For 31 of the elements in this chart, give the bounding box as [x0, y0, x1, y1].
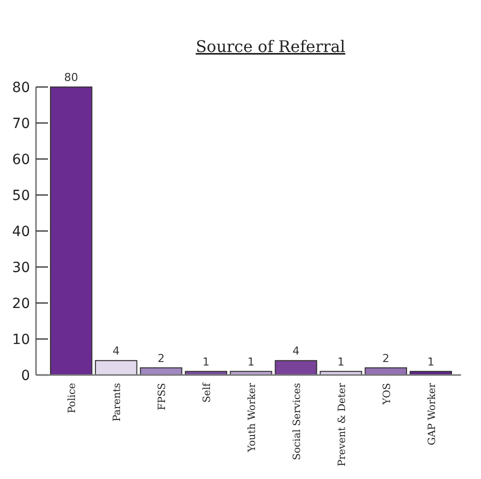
bar: [50, 86, 92, 376]
chart-title: Source of Referral: [196, 37, 346, 56]
y-tick-label: 70: [12, 116, 30, 132]
x-tick-label: Youth Worker: [247, 382, 258, 453]
x-tick-label: Prevent & Deter: [336, 382, 348, 466]
x-tick-label: Social Services: [292, 383, 303, 460]
y-tick-label: 60: [12, 152, 30, 168]
data-label: 2: [382, 352, 390, 365]
y-tick-label: 80: [12, 80, 30, 96]
y-tick-label: 40: [12, 224, 30, 240]
x-tick-label: Parents: [112, 383, 124, 422]
data-label: 4: [292, 344, 300, 358]
data-label: 2: [158, 352, 165, 365]
x-tick-label: Self: [202, 382, 214, 403]
data-label: 1: [248, 355, 254, 368]
x-tick-label: YOS: [382, 382, 393, 406]
y-tick-label: 50: [12, 188, 30, 204]
data-label: 4: [112, 344, 120, 358]
bar: [274, 360, 318, 376]
y-tick-label: 10: [12, 332, 30, 348]
x-tick-label: FPSS: [157, 382, 168, 410]
data-label: 1: [427, 355, 434, 368]
bar: [94, 360, 138, 376]
y-tick-label: 20: [12, 296, 30, 312]
x-tick-label: GAP Worker: [426, 382, 438, 446]
data-label: 1: [337, 355, 344, 368]
x-tick-label: Police: [67, 382, 78, 414]
data-label: 80: [64, 71, 78, 84]
data-label: 1: [202, 355, 210, 368]
y-tick-label: 30: [12, 260, 30, 276]
y-tick-label: 0: [21, 368, 30, 384]
